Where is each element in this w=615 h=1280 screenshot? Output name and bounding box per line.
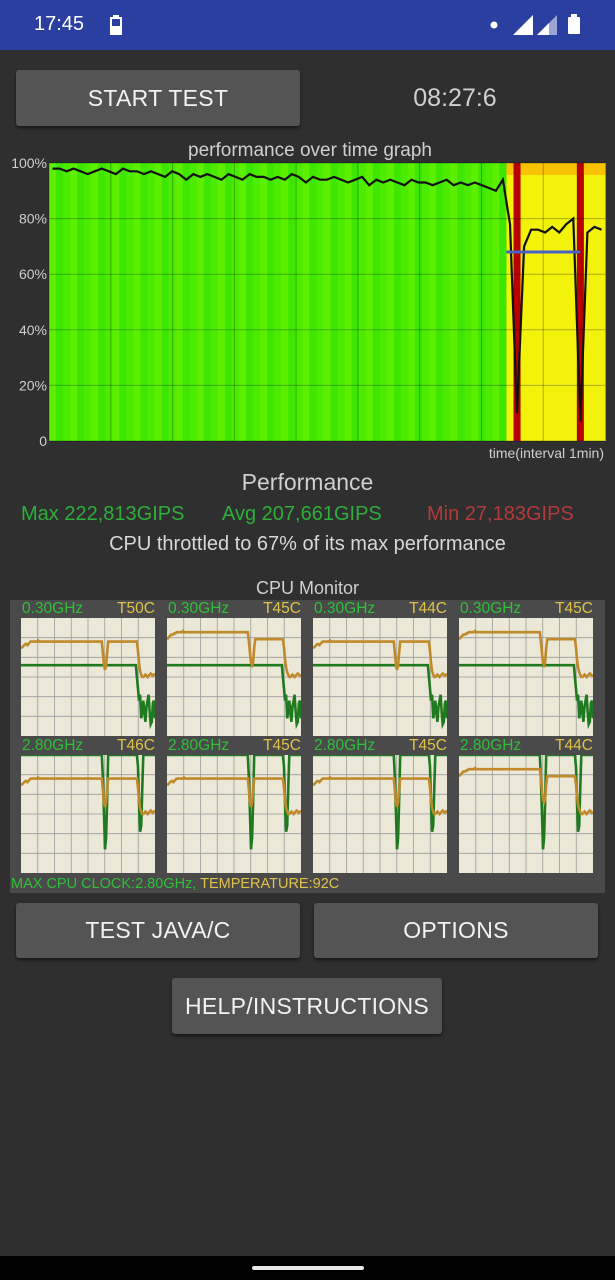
max-temperature: TEMPERATURE:92C [200,876,340,892]
x-axis-label: time(interval 1min) [489,445,604,461]
battery-saver-icon [110,15,122,35]
elapsed-timer: 08:27:6 [413,84,497,112]
core-temp-line [21,775,155,816]
cpu-monitor-panel: 0.30GHz T50C 0.30GHz T45C 0.30GHz T44C 0.30GHz… [10,600,605,893]
cpu-core-6: 2.80GHz T45C [313,737,447,873]
cpu-core-0: 0.30GHz T50C [21,600,155,736]
signal-icon [537,15,557,35]
performance-heading: Performance [241,469,374,495]
core-graph [313,755,447,873]
test-java-c-button[interactable]: TEST JAVA/C [16,903,300,958]
core-frequency: 2.80GHz [314,737,376,754]
cpu-core-2: 0.30GHz T44C [313,600,447,736]
core-temp-line [459,629,593,679]
y-tick-label: 20% [19,377,47,393]
core-temperature: T44C [409,600,447,617]
core-temperature: T44C [555,737,593,754]
notification-dot-icon [490,21,498,29]
y-tick-label: 60% [19,266,47,282]
core-temp-line [459,766,593,816]
core-temperature: T45C [409,737,447,754]
core-temp-line [167,775,301,816]
core-graph [167,755,301,873]
start-test-button[interactable]: START TEST [16,70,300,126]
y-tick-label: 100% [11,155,47,171]
core-clock-line [21,663,155,730]
core-clock-line [167,663,301,730]
help-instructions-button[interactable]: HELP/INSTRUCTIONS [172,978,442,1034]
graph-fill [49,163,606,441]
y-tick-label: 40% [19,322,47,338]
navigation-bar [0,1256,615,1280]
core-temp-line [21,638,155,679]
home-gesture-handle[interactable] [252,1266,364,1270]
graph-title: performance over time graph [188,140,432,161]
min-performance: Min 27,183GIPS [427,503,574,525]
core-temperature: T46C [117,737,155,754]
core-frequency: 2.80GHz [460,737,522,754]
options-button[interactable]: OPTIONS [314,903,598,958]
core-graph [21,755,155,873]
graph-grid [48,162,605,442]
cpu-core-1: 0.30GHz T45C [167,600,301,736]
status-bar: 17:45 [0,0,615,50]
core-temperature: T50C [117,600,155,617]
core-temp-line [167,629,301,679]
max-cpu-clock: MAX CPU CLOCK:2.80GHz, [11,876,197,892]
cpu-core-4: 2.80GHz T46C [21,737,155,873]
performance-line [52,167,602,422]
core-graph [167,618,301,736]
core-temp-line [313,775,447,816]
core-temperature: T45C [263,600,301,617]
core-temperature: T45C [555,600,593,617]
cpu-core-3: 0.30GHz T45C [459,600,593,736]
cpu-footer: MAX CPU CLOCK:2.80GHz, TEMPERATURE:92C [11,876,339,892]
y-axis-ticks: 100% 80% 60% 40% 20% 0 [11,155,47,449]
core-graph [21,618,155,736]
battery-icon [568,14,580,34]
signal-icon [513,15,533,35]
core-frequency: 2.80GHz [168,737,230,754]
max-performance: Max 222,813GIPS [21,503,185,525]
throttle-text: CPU throttled to 67% of its max performa… [109,533,506,555]
y-tick-label: 80% [19,211,47,227]
core-temperature: T45C [263,737,301,754]
core-frequency: 0.30GHz [168,600,230,617]
core-frequency: 0.30GHz [22,600,84,617]
cpu-core-5: 2.80GHz T45C [167,737,301,873]
core-clock-line [313,663,447,730]
avg-performance: Avg 207,661GIPS [222,503,382,525]
cpu-monitor-title: CPU Monitor [255,578,360,598]
core-frequency: 2.80GHz [22,737,84,754]
core-frequency: 0.30GHz [314,600,376,617]
core-temp-line [313,638,447,679]
performance-graph: 100% 80% 60% 40% 20% 0 time(interval 1min) [11,155,606,461]
core-frequency: 0.30GHz [460,600,522,617]
core-graph [313,618,447,736]
core-graph [459,618,593,736]
status-time: 17:45 [34,13,85,35]
core-graph [459,755,593,873]
core-clock-line [459,663,593,730]
y-tick-label: 0 [39,433,47,449]
cpu-core-7: 2.80GHz T44C [459,737,593,873]
